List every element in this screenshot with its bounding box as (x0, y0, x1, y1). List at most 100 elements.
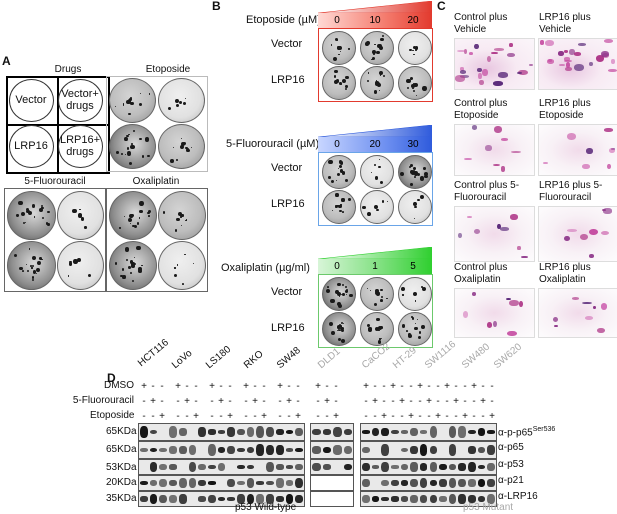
colony (337, 167, 340, 169)
colony (129, 259, 134, 264)
blot-wt-lrp16 (138, 491, 305, 507)
colony (168, 106, 172, 110)
stained-cell (493, 126, 502, 133)
treatment-mark: - (142, 411, 146, 422)
colony (409, 76, 413, 80)
treatment-mark: - (244, 396, 248, 407)
colony (412, 89, 416, 93)
treatment-mark: - (176, 396, 180, 407)
stained-cell (588, 61, 593, 67)
colony (339, 210, 342, 213)
dish-b-eto-v2 (398, 31, 432, 65)
treatment-mark: - (463, 396, 467, 407)
colony (410, 164, 414, 167)
treatment-mark: - (382, 381, 386, 392)
treatment-mark: - (391, 396, 395, 407)
colony (410, 84, 415, 88)
stained-cell (559, 63, 566, 67)
dish-a-eto-2 (158, 78, 205, 123)
colony (413, 205, 417, 209)
fu-dose-0: 0 (334, 139, 340, 150)
colony (415, 323, 417, 325)
oxa-wedge (318, 247, 432, 259)
colony (411, 317, 415, 320)
treatment-mark: + (453, 396, 459, 407)
colony (18, 200, 23, 206)
colony (341, 170, 346, 175)
blot-band (439, 479, 447, 487)
colony (338, 337, 342, 341)
treatment-mark: - (194, 396, 198, 407)
colony (126, 99, 131, 105)
stained-cell (553, 324, 558, 328)
schematic-label-vector: Vector (15, 94, 47, 106)
colony (333, 80, 338, 85)
blot-band (410, 462, 418, 472)
colony (334, 205, 339, 209)
colony (406, 78, 411, 83)
colony (423, 172, 429, 177)
etoposide-box (106, 76, 208, 172)
dish-a-eto-4 (158, 124, 205, 169)
dish-b-fu-l0 (322, 190, 356, 224)
stained-cell (558, 51, 564, 56)
colony (337, 325, 342, 330)
blot-band (149, 494, 158, 504)
treatment-mark: - (436, 381, 440, 392)
stained-cell (490, 51, 498, 55)
blot-band (343, 428, 352, 436)
blot-band (458, 478, 467, 488)
eto-dose-0: 0 (334, 15, 340, 26)
blot-band (207, 429, 216, 435)
stained-cell (521, 255, 528, 259)
colony (22, 221, 26, 225)
blot-band (322, 429, 331, 435)
stained-cell (574, 52, 581, 56)
stained-cell (496, 223, 501, 230)
treatment-mark: + (363, 381, 369, 392)
treatment-mark: + (184, 396, 190, 407)
treatment-mark: - (400, 381, 404, 392)
colony (129, 271, 132, 274)
blot-band (237, 480, 245, 486)
colony (25, 207, 29, 211)
treatment-mark: + (193, 411, 199, 422)
stained-cell (529, 63, 533, 66)
oxa-grid (318, 274, 433, 348)
oxa-dose-1: 1 (372, 261, 378, 272)
schematic-label-lrp16: LRP16 (14, 140, 48, 152)
colony (334, 69, 339, 74)
etoposide-grid (318, 28, 433, 102)
colony (139, 103, 143, 107)
blot-band (149, 447, 158, 453)
colony (42, 216, 45, 219)
colony (413, 167, 416, 170)
line-dld1: DLD1 (315, 346, 343, 371)
blot-band (477, 478, 486, 488)
colony (337, 204, 340, 207)
colony (130, 144, 135, 149)
blot-band (410, 446, 418, 454)
blot-band (149, 479, 158, 486)
treatment-mark: + (295, 411, 301, 422)
colony (366, 323, 370, 328)
dish-b-eto-v0 (322, 31, 356, 65)
colony (24, 221, 26, 223)
treatment-mark: - (219, 411, 223, 422)
stained-cell (462, 310, 469, 318)
panel-b-letter: B (212, 0, 221, 13)
blot-band (419, 477, 428, 489)
colony (21, 211, 26, 217)
colony (144, 137, 150, 142)
blot-band (149, 429, 158, 435)
colony (35, 273, 38, 275)
colony (174, 267, 176, 269)
blot-band (246, 446, 255, 454)
colony (330, 43, 333, 46)
treatment-mark: - (253, 411, 257, 422)
dish-b-oxa-l1 (360, 312, 394, 346)
treatment-mark: - (409, 381, 413, 392)
caption-c-3: LRP16 plus Etoposide (539, 98, 591, 121)
blot-band (227, 427, 236, 437)
stained-cell (508, 299, 519, 307)
